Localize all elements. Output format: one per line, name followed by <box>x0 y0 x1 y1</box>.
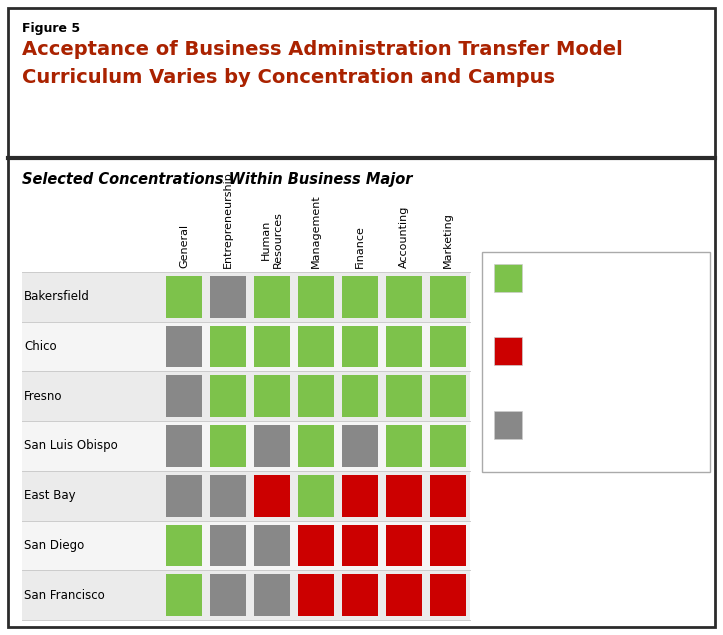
Bar <box>210 326 246 368</box>
Bar <box>22 371 470 421</box>
Bar <box>386 326 422 368</box>
Bar <box>166 375 202 417</box>
Text: 60-unit guarantee: 60-unit guarantee <box>530 285 631 295</box>
Bar <box>254 375 290 417</box>
Bar <box>22 471 470 521</box>
Bar <box>166 574 202 616</box>
Text: Human
Resources: Human Resources <box>261 211 283 268</box>
Bar <box>166 276 202 318</box>
Text: Campus honors: Campus honors <box>530 271 617 281</box>
Text: 60-unit guarantee: 60-unit guarantee <box>530 358 631 368</box>
Bar <box>22 570 470 620</box>
Bar <box>254 276 290 318</box>
Bar <box>254 574 290 616</box>
Bar <box>254 475 290 516</box>
Bar <box>298 375 334 417</box>
Text: Chico: Chico <box>24 340 56 353</box>
Text: Management: Management <box>311 194 321 268</box>
Bar <box>298 326 334 368</box>
Text: East Bay: East Bay <box>24 489 76 502</box>
Bar <box>386 475 422 516</box>
Text: San Luis Obispo: San Luis Obispo <box>24 439 118 453</box>
Text: Acceptance of Business Administration Transfer Model: Acceptance of Business Administration Tr… <box>22 40 623 59</box>
Text: Marketing: Marketing <box>443 212 453 268</box>
Bar <box>210 425 246 467</box>
Bar <box>386 574 422 616</box>
Bar <box>210 475 246 516</box>
Bar <box>482 252 710 472</box>
Bar <box>298 525 334 566</box>
Bar <box>298 425 334 467</box>
Text: Entrepreneurship: Entrepreneurship <box>223 171 233 268</box>
Bar <box>342 326 378 368</box>
Bar <box>254 326 290 368</box>
Text: Figure 5: Figure 5 <box>22 22 80 35</box>
Text: offer concentration: offer concentration <box>530 432 637 442</box>
Bar <box>210 525 246 566</box>
Bar <box>386 525 422 566</box>
Bar <box>430 425 466 467</box>
Text: Fresno: Fresno <box>24 390 62 403</box>
Bar <box>430 525 466 566</box>
Text: Accounting: Accounting <box>399 206 409 268</box>
Text: Bakersfield: Bakersfield <box>24 290 90 304</box>
Bar <box>22 421 470 471</box>
Bar <box>430 375 466 417</box>
Bar <box>22 322 470 371</box>
Bar <box>386 425 422 467</box>
Bar <box>298 574 334 616</box>
Text: San Francisco: San Francisco <box>24 589 105 601</box>
Bar <box>342 475 378 516</box>
Bar <box>22 272 470 322</box>
Text: General: General <box>179 224 189 268</box>
Bar <box>210 276 246 318</box>
Text: Campus does not honor: Campus does not honor <box>530 344 663 354</box>
Bar <box>298 276 334 318</box>
Bar <box>494 337 522 365</box>
Text: Finance: Finance <box>355 225 365 268</box>
Bar <box>494 411 522 439</box>
Bar <box>210 375 246 417</box>
Bar <box>430 276 466 318</box>
Bar <box>254 425 290 467</box>
Bar <box>166 525 202 566</box>
Bar <box>166 425 202 467</box>
Bar <box>342 425 378 467</box>
Bar <box>166 326 202 368</box>
Bar <box>494 264 522 292</box>
Bar <box>342 375 378 417</box>
Bar <box>22 521 470 570</box>
Bar <box>342 276 378 318</box>
Text: Curriculum Varies by Concentration and Campus: Curriculum Varies by Concentration and C… <box>22 68 555 87</box>
Text: Campus does not: Campus does not <box>530 418 627 427</box>
Bar <box>254 525 290 566</box>
Bar <box>166 475 202 516</box>
Text: Selected Concentrations Within Business Major: Selected Concentrations Within Business … <box>22 172 413 187</box>
Bar <box>386 276 422 318</box>
Bar <box>342 525 378 566</box>
Bar <box>430 475 466 516</box>
Bar <box>298 475 334 516</box>
Bar <box>386 375 422 417</box>
Text: San Diego: San Diego <box>24 539 85 552</box>
Bar <box>430 574 466 616</box>
Bar <box>342 574 378 616</box>
Bar <box>210 574 246 616</box>
Bar <box>430 326 466 368</box>
